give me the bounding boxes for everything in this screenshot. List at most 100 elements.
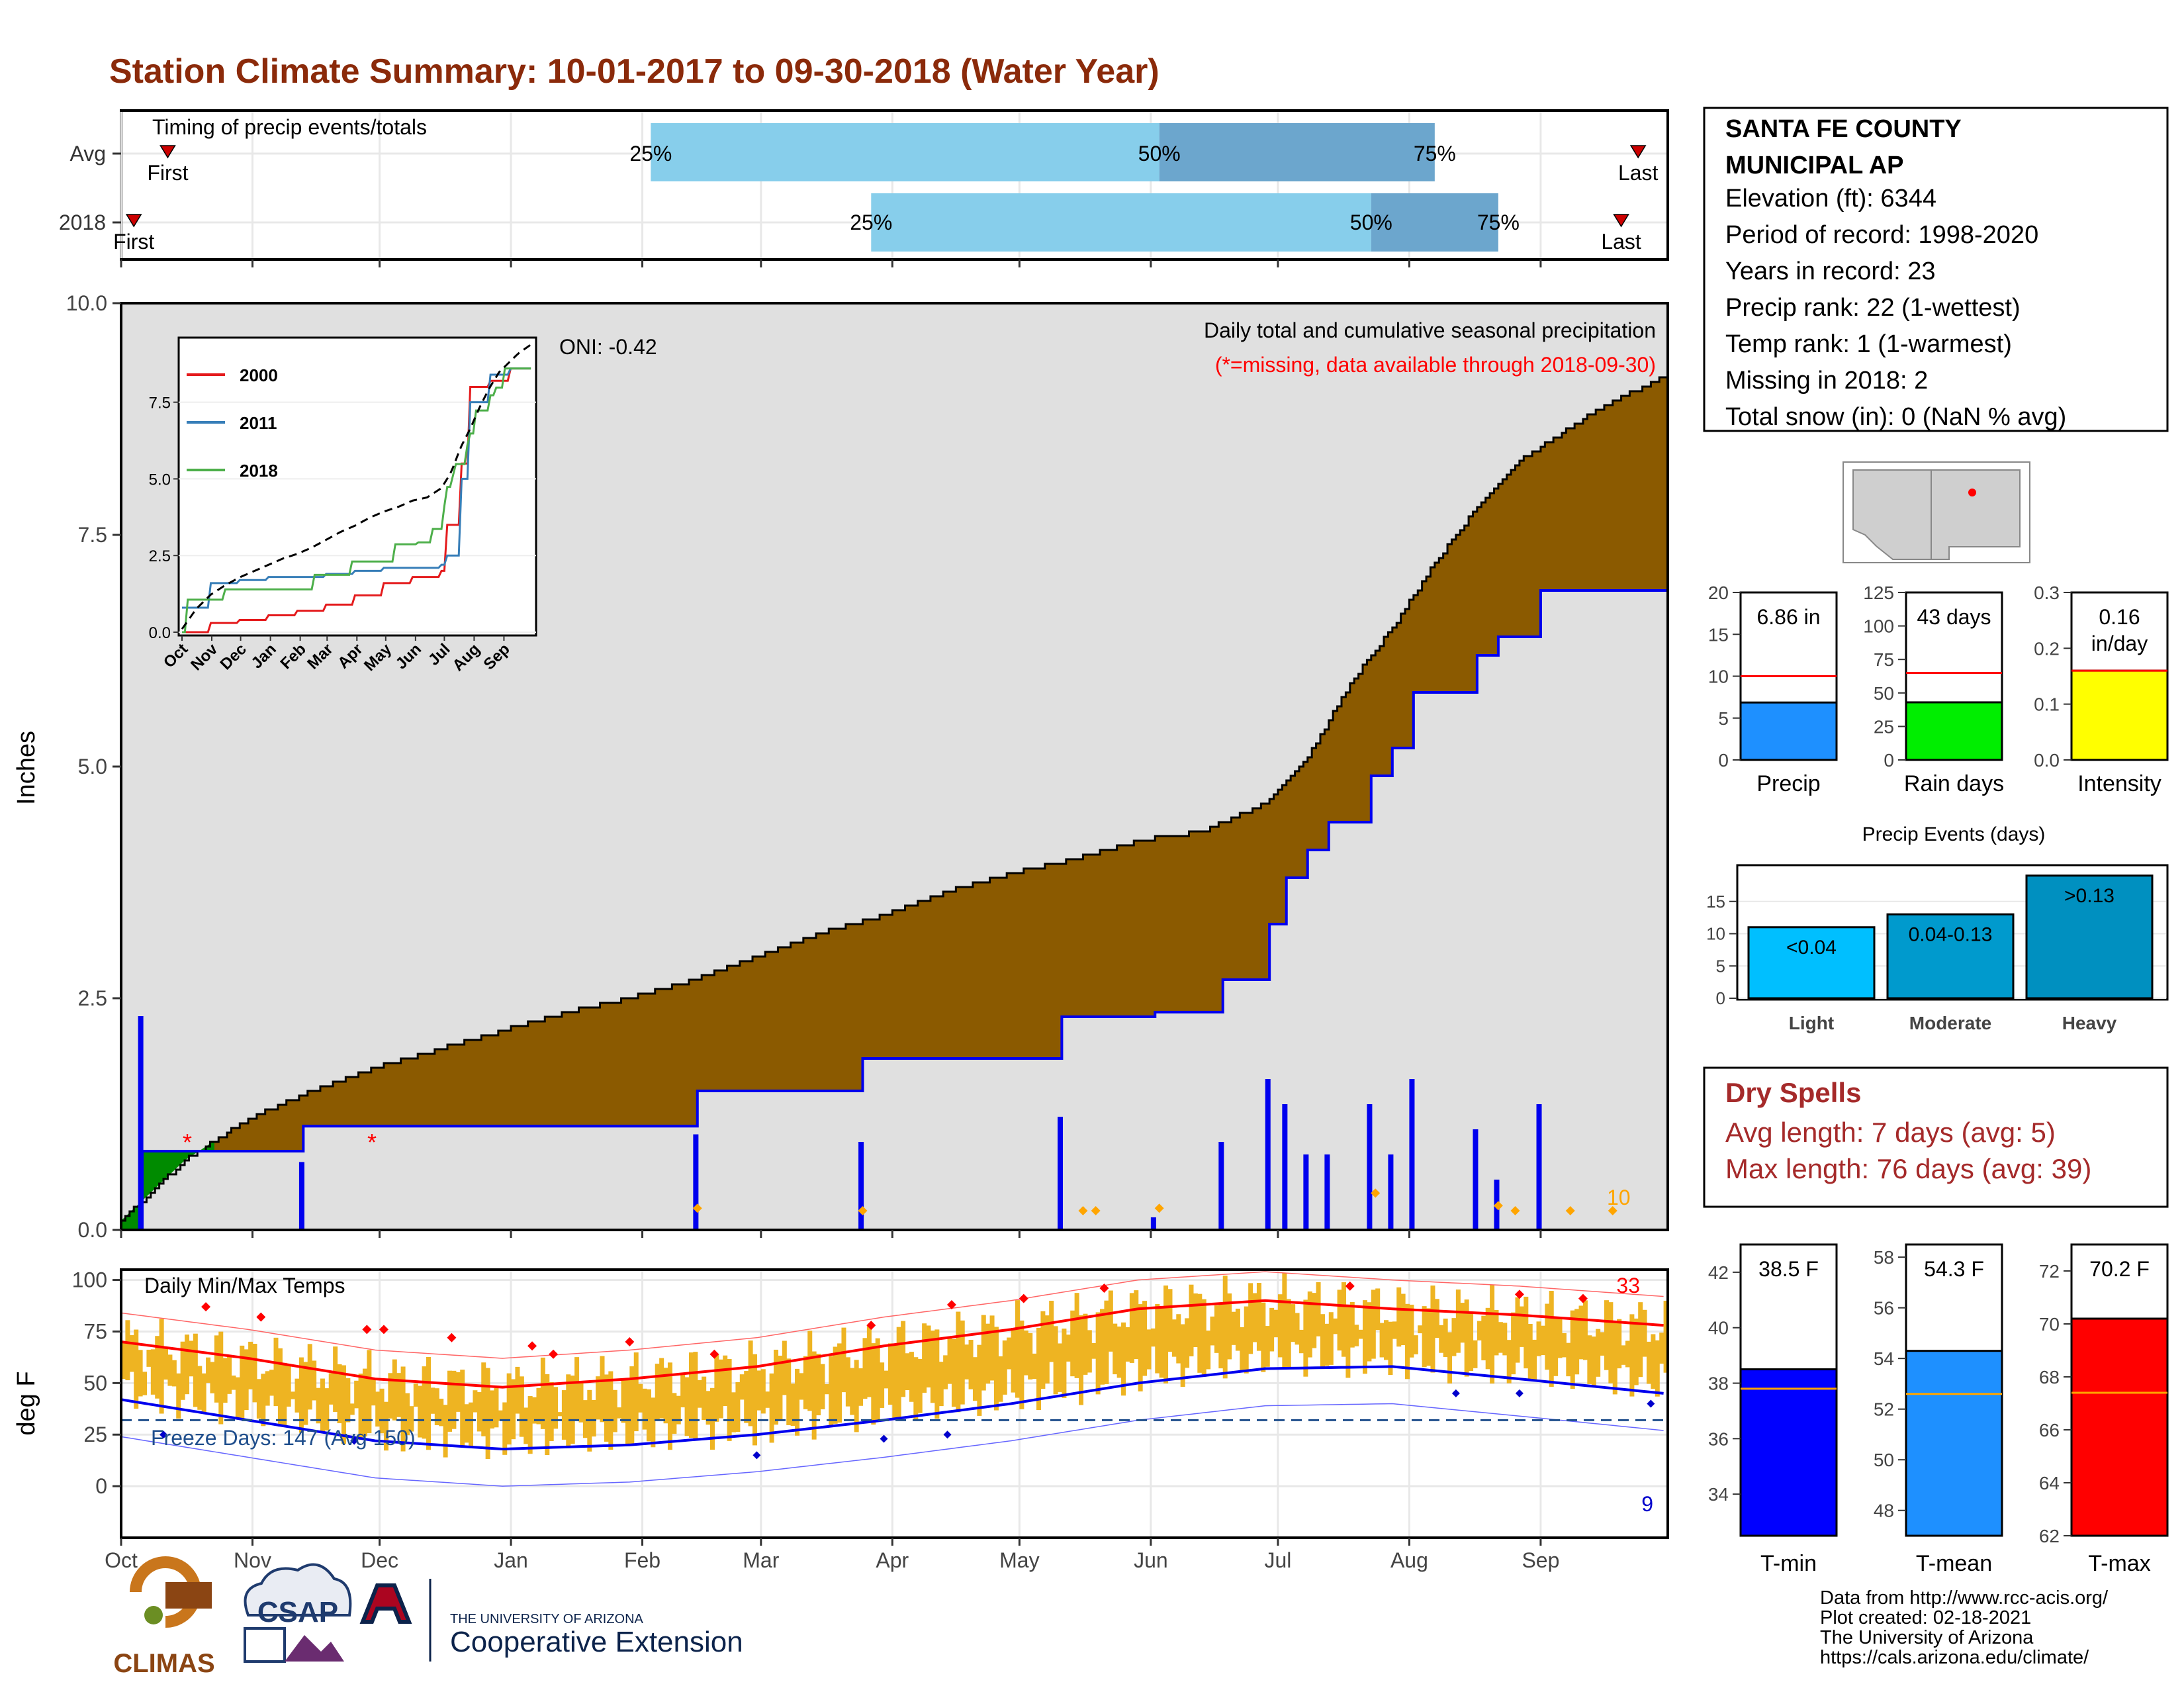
daily-temp-bar (1384, 1320, 1389, 1360)
timing-bar-25-50 (871, 193, 1371, 252)
avg-min-line (121, 1365, 1664, 1451)
inset-y-tick: 5.0 (149, 471, 171, 489)
timing-bar-25-50 (651, 123, 1160, 181)
daily-precip-bar (1265, 1079, 1271, 1230)
daily-temp-bar (1388, 1321, 1393, 1376)
daily-temp-bar (1473, 1340, 1478, 1368)
daily-temp-bar (1519, 1306, 1524, 1347)
inset-legend: 2000 2011 2018 (187, 365, 278, 481)
daily-temp-bar (862, 1338, 868, 1399)
big-event-marker (858, 1206, 868, 1215)
daily-temp-bar (298, 1357, 304, 1433)
daily-temp-bar (1367, 1302, 1372, 1362)
y-tick-label: 125 (1863, 583, 1894, 603)
big-event-marker (692, 1203, 702, 1213)
y-tick-label: 68 (2039, 1367, 2060, 1387)
tmax-summary-bar (2070, 1317, 2169, 1537)
daily-temp-bar (1625, 1340, 1630, 1368)
daily-temp-bar (985, 1323, 991, 1384)
daily-temp-bar (866, 1326, 872, 1397)
daily-temp-bar (180, 1341, 185, 1400)
daily-temp-bar (943, 1355, 948, 1389)
daily-temp-bar (951, 1338, 956, 1407)
timing-q50-label: 50% (1350, 211, 1392, 234)
tmax-summary-label: T-max (2088, 1551, 2150, 1576)
ua-small-text: THE UNIVERSITY OF ARIZONA (450, 1612, 644, 1626)
daily-temp-bar (884, 1370, 889, 1389)
daily-temp-bar (248, 1341, 253, 1389)
daily-temp-bar (231, 1376, 236, 1390)
y-tick-label: 72 (2039, 1261, 2060, 1282)
rain-days-summary-label: Rain days (1904, 771, 2004, 796)
daily-temp-bar (1087, 1330, 1092, 1373)
daily-temp-bar (850, 1368, 855, 1415)
daily-temp-bar (485, 1368, 490, 1459)
timing-q50-label: 50% (1138, 142, 1181, 165)
dry-spells-panel: Dry Spells Avg length: 7 days (avg: 5) M… (1703, 1066, 2169, 1208)
daily-temp-bar (1469, 1312, 1474, 1372)
daily-temp-bar (621, 1380, 626, 1423)
daily-temp-bar (934, 1329, 940, 1419)
avg-cumulative-line (121, 376, 1668, 1222)
daily-temp-bar (443, 1405, 448, 1458)
daily-temp-bar (723, 1355, 728, 1407)
daily-temp-bar (989, 1315, 995, 1381)
record-high-marker (362, 1325, 372, 1335)
climas-logo: CLIMAS (113, 1556, 215, 1678)
daily-temp-bar (688, 1352, 694, 1438)
daily-temp-bar (1134, 1290, 1139, 1360)
daily-temp-bar (760, 1369, 766, 1414)
daily-temp-bar (1549, 1291, 1554, 1387)
daily-temp-bar (532, 1397, 537, 1424)
station-name-1: SANTA FE COUNTY (1725, 115, 1962, 143)
daily-precip-bar (1324, 1154, 1330, 1230)
daily-temp-bar (667, 1362, 672, 1450)
ua-logo: THE UNIVERSITY OF ARIZONA Cooperative Ex… (359, 1579, 743, 1662)
daily-temp-bar (324, 1388, 330, 1431)
daily-temp-bar (502, 1402, 508, 1455)
daily-temp-bar (481, 1362, 486, 1436)
daily-temp-bar (1434, 1299, 1439, 1338)
daily-temp-bar (1218, 1302, 1224, 1369)
month-label: Jun (1134, 1548, 1168, 1572)
big-event-marker (1091, 1206, 1101, 1215)
daily-temp-bar (1354, 1325, 1359, 1346)
daily-temp-bar (430, 1387, 435, 1414)
month-label: Dec (361, 1548, 398, 1572)
dry-spells-title: Dry Spells (1725, 1077, 1861, 1108)
record-high-marker (549, 1349, 559, 1359)
daily-temp-bar (1062, 1329, 1067, 1398)
tmax-summary-value: 70.2 F (2089, 1257, 2150, 1281)
daily-temp-bar (1646, 1341, 1651, 1384)
y-tick-label: 0 (1718, 750, 1729, 771)
daily-temp-bar (206, 1357, 211, 1383)
big-event-marker (1493, 1201, 1503, 1211)
y-tick-label: 34 (1708, 1484, 1729, 1505)
y-tick-label: 25 (1874, 716, 1894, 737)
station-missing: Missing in 2018: 2 (1725, 367, 1928, 395)
daily-temp-bar (1307, 1291, 1312, 1358)
precip-note: Daily total and cumulative seasonal prec… (1204, 318, 1656, 342)
y-tick-label: 66 (2039, 1420, 2060, 1440)
daily-temp-bar (596, 1376, 601, 1420)
precip-y-ticks: 0.0 2.5 5.0 7.5 10.0 (66, 291, 1542, 1242)
station-temp-rank: Temp rank: 1 (1-warmest) (1725, 330, 2012, 358)
daily-temp-bar (146, 1349, 152, 1367)
csap-logo: CSAP (244, 1563, 352, 1663)
footer-credits: Data from http://www.rcc-acis.org/ Plot … (1820, 1587, 2109, 1668)
daily-temp-bar (748, 1340, 753, 1427)
daily-temp-bar (998, 1356, 1003, 1402)
daily-temp-bar (409, 1406, 414, 1432)
daily-precip-bar (1150, 1217, 1156, 1230)
daily-temp-bar (875, 1338, 880, 1420)
record-high-marker (866, 1321, 876, 1331)
daily-temp-bar (574, 1357, 580, 1420)
daily-temp-bar (523, 1407, 529, 1444)
y-tick-label: 5 (1718, 708, 1729, 729)
temp-y-label: deg F (13, 1371, 40, 1435)
daily-temp-bar (1235, 1308, 1240, 1351)
daily-temp-bar (1273, 1309, 1279, 1338)
daily-temp-bar (922, 1323, 927, 1393)
footer-line3: The University of Arizona (1820, 1627, 2034, 1648)
y-tick-label: 58 (1874, 1247, 1894, 1268)
